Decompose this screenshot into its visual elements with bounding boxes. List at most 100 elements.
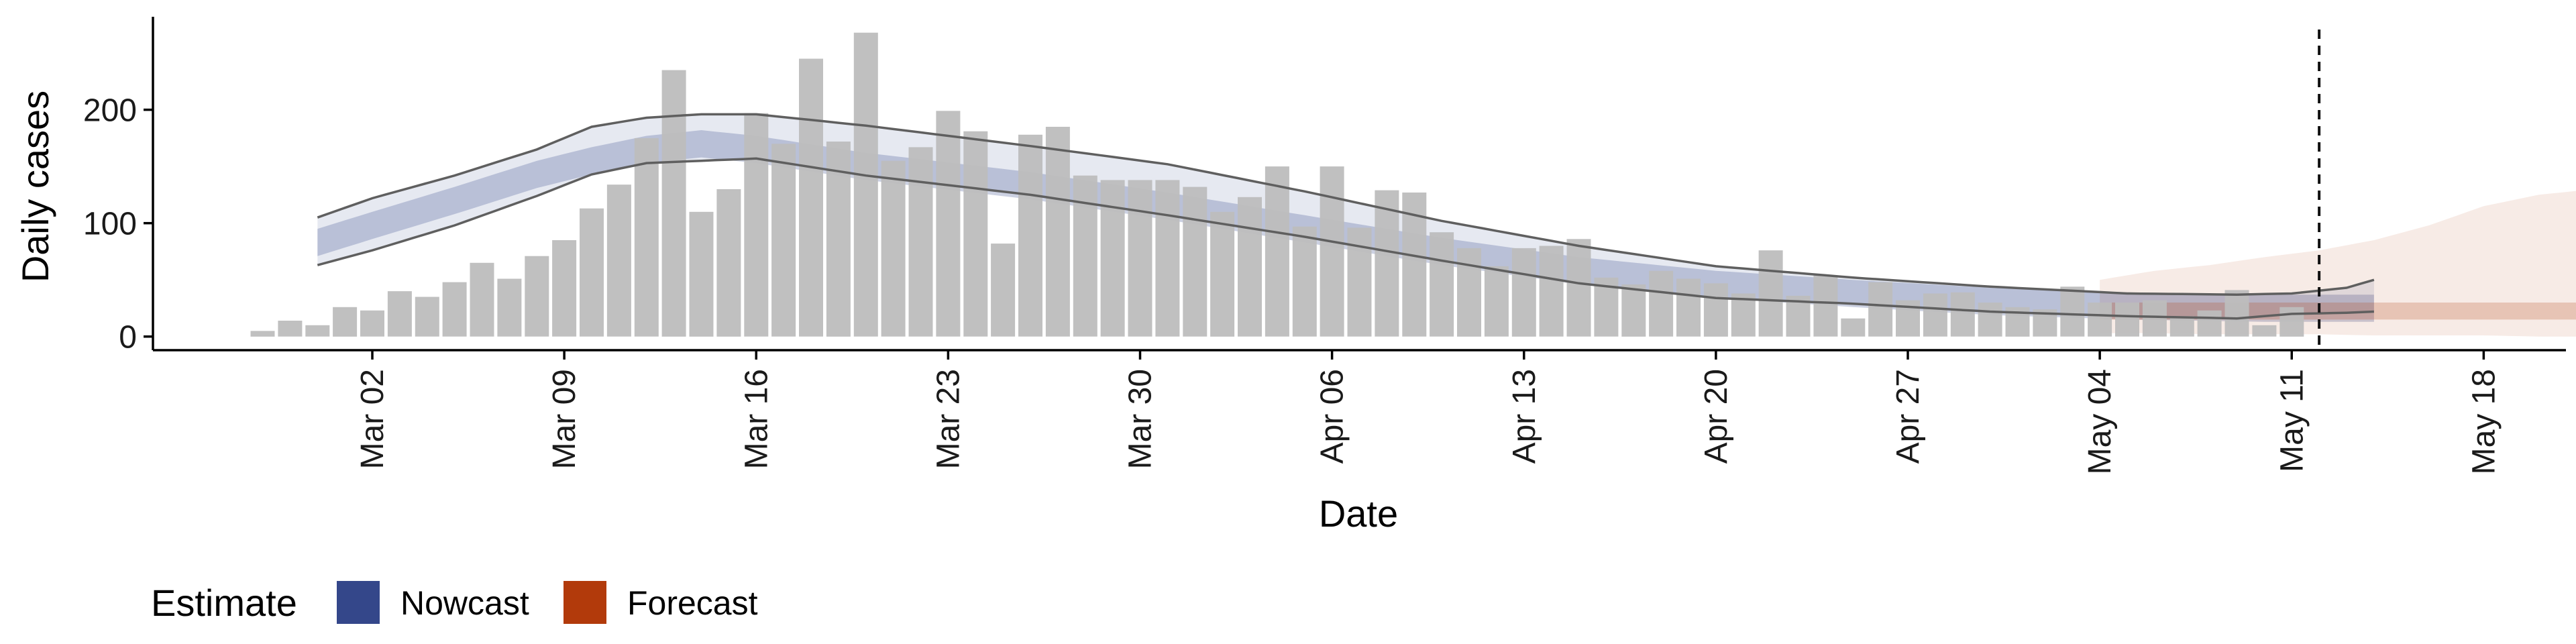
y-axis-title: Daily cases bbox=[14, 91, 56, 282]
observed-bar bbox=[1649, 270, 1674, 337]
observed-bar bbox=[1100, 180, 1125, 337]
observed-bar bbox=[744, 113, 769, 337]
observed-bar bbox=[1758, 250, 1783, 337]
x-tick-label: Apr 27 bbox=[1890, 369, 1926, 464]
observed-bar bbox=[360, 310, 384, 337]
nowcast-bound-lines bbox=[317, 113, 2375, 320]
observed-bar bbox=[278, 321, 303, 337]
observed-bar bbox=[1018, 134, 1042, 337]
observed-bar bbox=[2060, 286, 2085, 337]
x-tick-label: Mar 30 bbox=[1123, 369, 1159, 469]
observed-bar bbox=[415, 297, 439, 337]
observed-bar bbox=[2252, 325, 2277, 337]
observed-bar bbox=[881, 160, 906, 337]
observed-bar bbox=[771, 144, 796, 337]
observed-bar bbox=[1566, 239, 1591, 337]
x-axis-title: Date bbox=[1319, 492, 1398, 535]
y-axis-ticks: 0 100 200 bbox=[83, 93, 153, 356]
observed-bar bbox=[442, 282, 467, 337]
observed-bar bbox=[1155, 180, 1180, 337]
observed-bar bbox=[1923, 293, 1947, 337]
nowcast-lower-line bbox=[317, 157, 2374, 320]
observed-bar bbox=[2088, 303, 2112, 337]
observed-bar bbox=[1045, 127, 1070, 337]
x-tick-label: Apr 20 bbox=[1699, 369, 1734, 464]
observed-bar bbox=[716, 189, 741, 337]
observed-bar bbox=[1484, 266, 1509, 337]
axes bbox=[152, 17, 2566, 352]
observed-bar bbox=[1813, 275, 1838, 337]
legend: Estimate Nowcast Forecast bbox=[151, 581, 758, 624]
observed-bar bbox=[1265, 166, 1289, 337]
nowcast-inner-band bbox=[317, 130, 2374, 322]
observed-bar bbox=[1703, 283, 1728, 337]
observed-bar bbox=[1457, 248, 1481, 337]
observed-bar bbox=[963, 131, 988, 337]
observed-bar bbox=[1375, 190, 1399, 337]
observed-bar bbox=[1978, 303, 2002, 337]
observed-bar bbox=[853, 32, 878, 337]
legend-label-nowcast: Nowcast bbox=[400, 584, 529, 622]
x-tick-label: Mar 09 bbox=[547, 369, 582, 469]
observed-bar bbox=[634, 138, 659, 337]
x-axis-ticks: Mar 02 Mar 09 Mar 16 Mar 23 Mar 30 Apr 06 Apr … bbox=[355, 350, 2502, 474]
observed-bar bbox=[2279, 307, 2304, 337]
legend-swatch-forecast bbox=[564, 581, 606, 624]
observed-bar bbox=[2142, 300, 2167, 337]
observed-bar bbox=[826, 142, 851, 337]
observed-bar bbox=[2197, 310, 2222, 337]
observed-bar bbox=[1731, 293, 1756, 337]
observed-bar bbox=[580, 208, 604, 337]
x-tick-label: May 04 bbox=[2082, 369, 2118, 474]
observed-bar bbox=[1950, 292, 1975, 337]
observed-bar bbox=[1841, 318, 1866, 337]
observed-bar bbox=[1238, 197, 1262, 337]
observed-bar bbox=[525, 256, 549, 337]
observed-bar bbox=[552, 240, 577, 337]
y-tick-label: 100 bbox=[83, 207, 137, 242]
y-tick-label: 200 bbox=[83, 93, 137, 129]
nowcast-upper-line bbox=[317, 113, 2375, 296]
observed-bar bbox=[1430, 232, 1454, 337]
observed-bar bbox=[1539, 246, 1564, 337]
legend-swatch-nowcast bbox=[337, 581, 380, 624]
observed-bar bbox=[689, 211, 714, 337]
observed-bar bbox=[936, 111, 961, 337]
observed-bar bbox=[991, 244, 1016, 337]
observed-bar bbox=[305, 325, 330, 337]
observed-bar bbox=[250, 331, 275, 337]
observed-bar bbox=[1676, 278, 1701, 337]
observed-bar bbox=[497, 278, 522, 337]
legend-label-forecast: Forecast bbox=[627, 584, 758, 622]
x-tick-label: Mar 16 bbox=[739, 369, 774, 469]
forecast-outer-band bbox=[2100, 191, 2576, 337]
legend-title: Estimate bbox=[151, 582, 297, 624]
observed-bar bbox=[1210, 211, 1235, 337]
y-tick-label: 0 bbox=[119, 320, 137, 356]
observed-bar bbox=[2169, 316, 2194, 337]
observed-bar bbox=[908, 147, 933, 337]
x-tick-label: May 11 bbox=[2274, 369, 2310, 472]
x-tick-label: Apr 06 bbox=[1315, 369, 1350, 464]
observed-bar bbox=[1073, 175, 1097, 337]
x-tick-label: May 18 bbox=[2466, 369, 2502, 474]
observed-bar bbox=[1511, 248, 1536, 337]
x-tick-label: Apr 13 bbox=[1507, 369, 1542, 464]
observed-bar bbox=[333, 307, 358, 337]
observed-bar bbox=[1292, 226, 1317, 337]
x-tick-label: Mar 02 bbox=[355, 369, 390, 469]
observed-bar bbox=[387, 291, 412, 337]
x-tick-label: Mar 23 bbox=[930, 369, 966, 469]
observed-bar bbox=[1320, 166, 1344, 337]
observed-bar bbox=[2224, 290, 2249, 337]
observed-bars bbox=[250, 32, 2304, 337]
observed-bar bbox=[1128, 180, 1152, 337]
observed-bar bbox=[799, 58, 823, 337]
observed-bar bbox=[606, 184, 631, 337]
observed-bar bbox=[1621, 284, 1646, 337]
observed-bar bbox=[2115, 303, 2139, 337]
observed-bar bbox=[661, 70, 686, 337]
observed-bar bbox=[470, 262, 494, 337]
observed-bar bbox=[1183, 186, 1208, 337]
